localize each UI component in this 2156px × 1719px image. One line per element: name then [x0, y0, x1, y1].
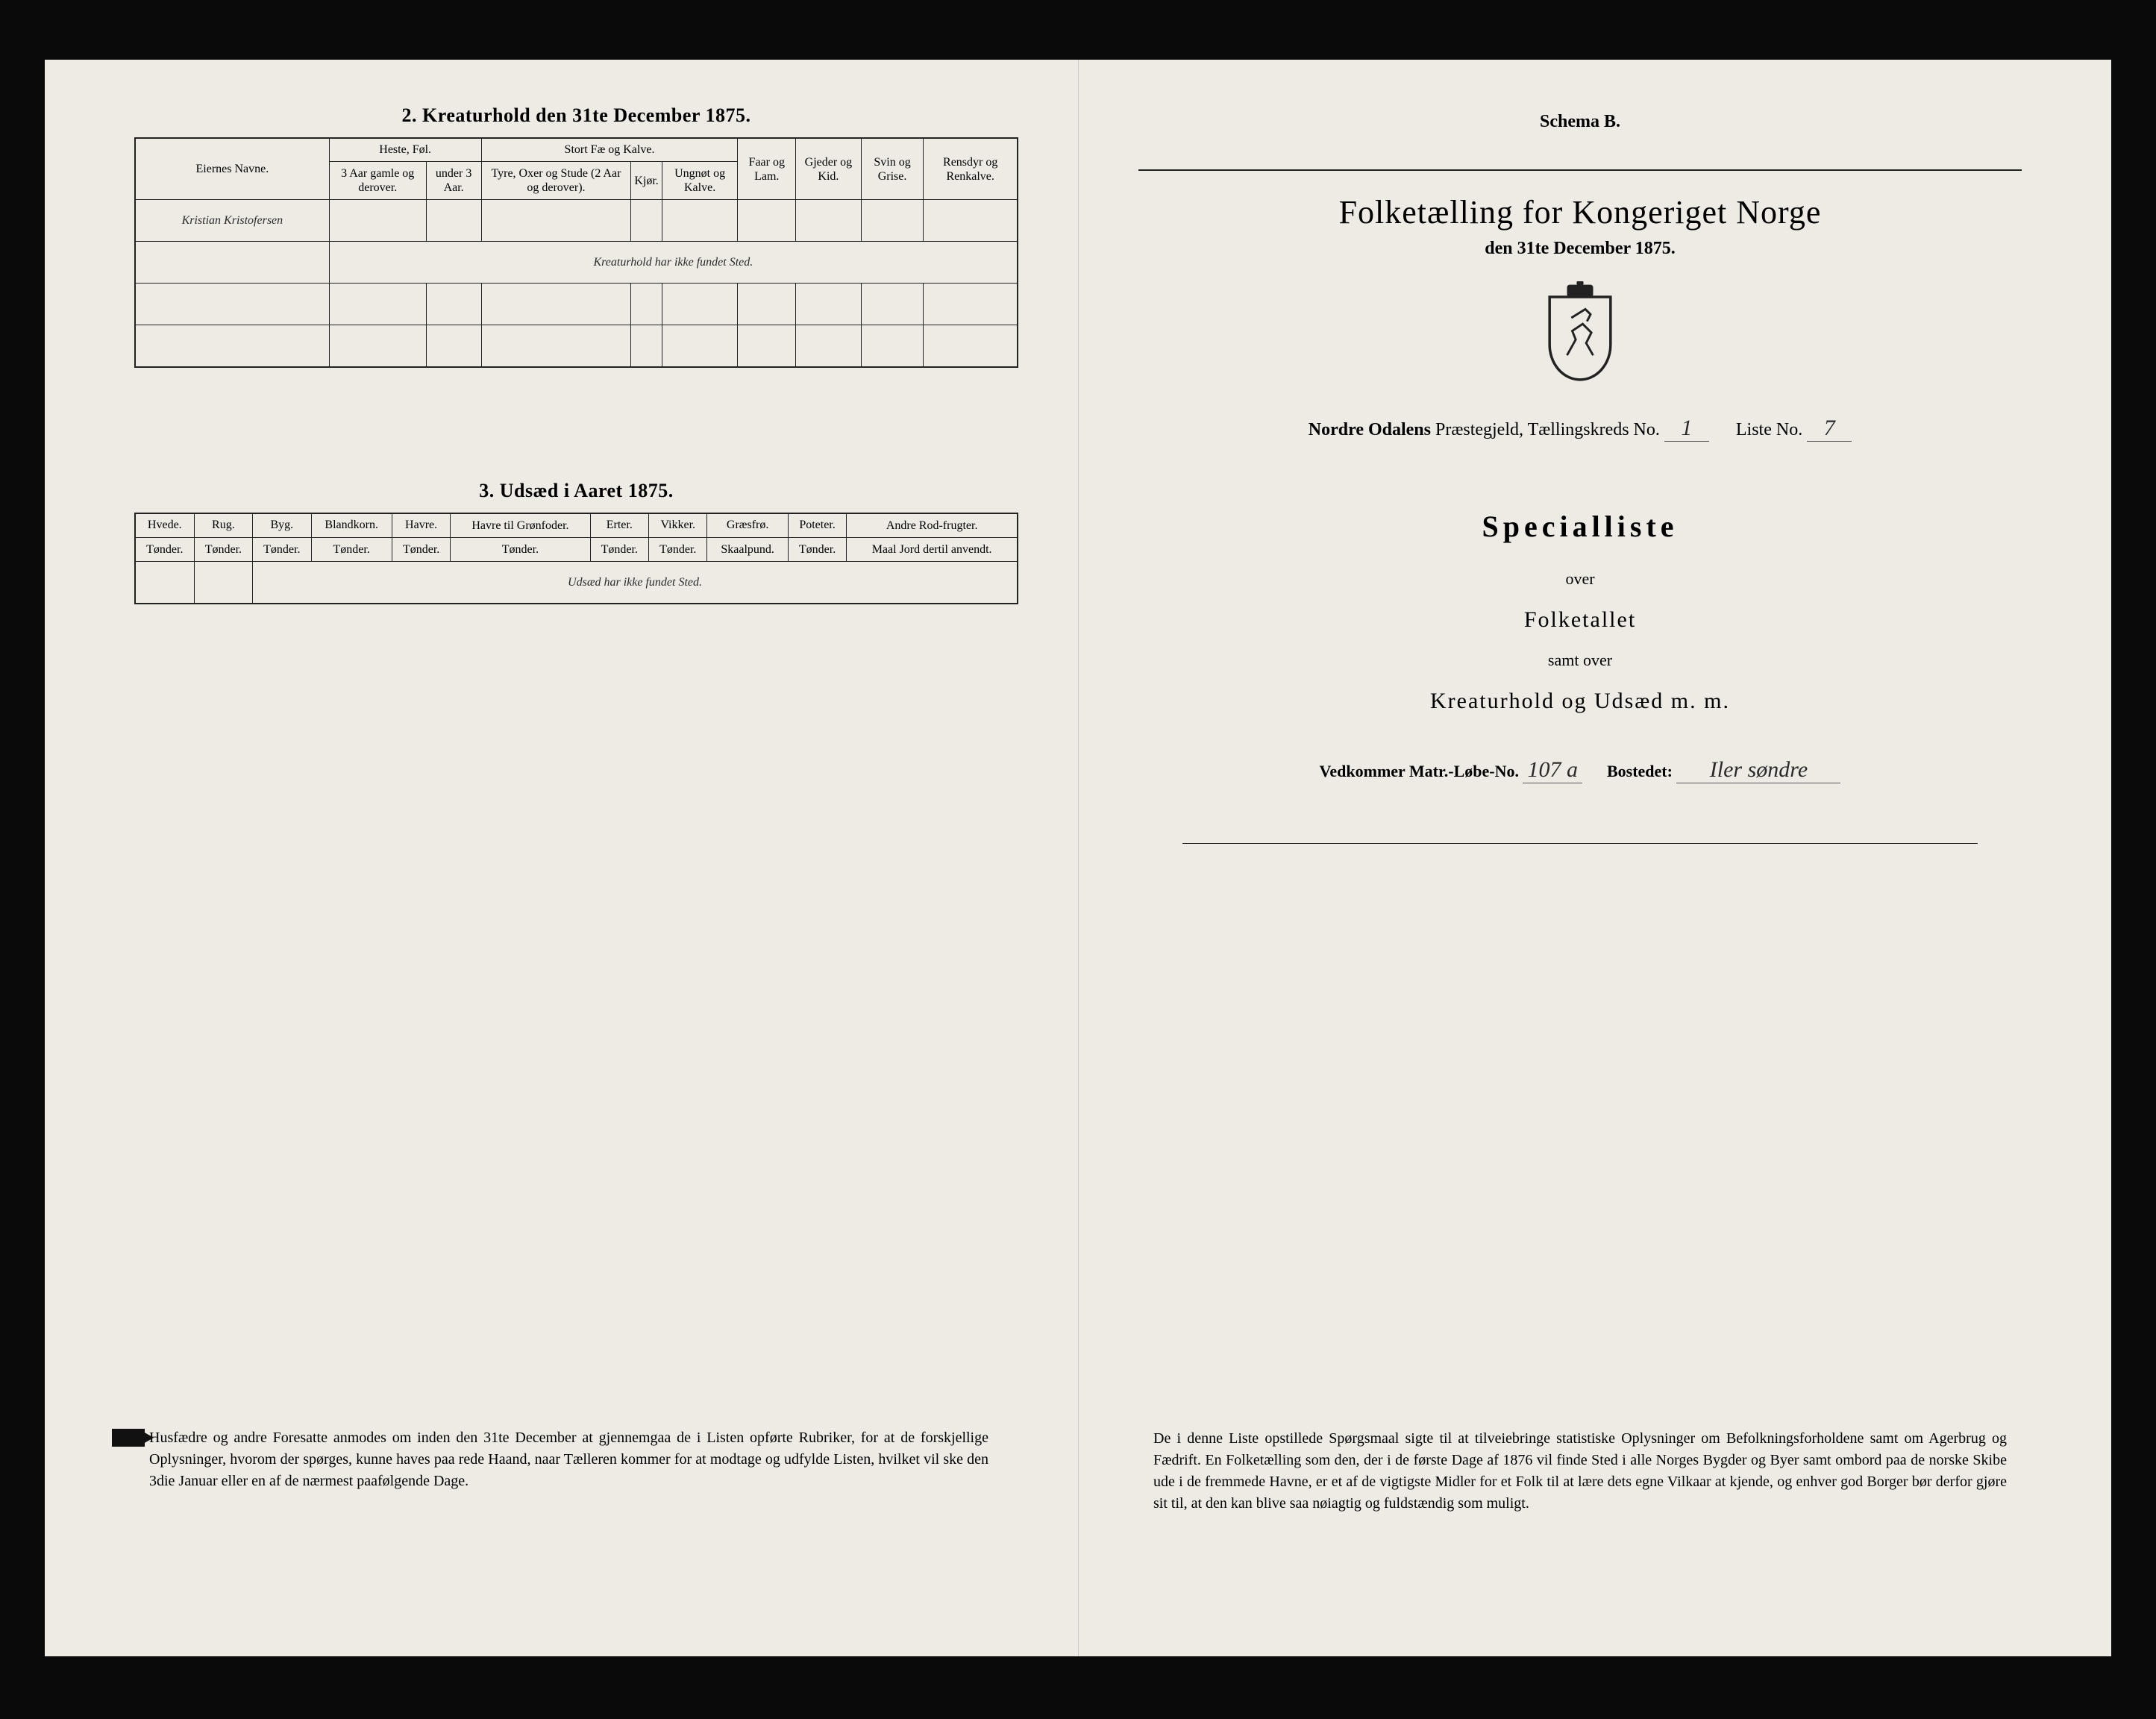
col: Rug. [194, 513, 252, 538]
coat-of-arms-icon [1535, 281, 1625, 386]
unit: Tønder. [194, 538, 252, 562]
matr-no: 107 a [1523, 757, 1582, 783]
footer-text: Husfædre og andre Foresatte anmodes om i… [149, 1430, 988, 1489]
col: Byg. [253, 513, 311, 538]
pointing-hand-icon [112, 1429, 145, 1447]
table-row [135, 284, 1018, 325]
table-row: Udsæd har ikke fundet Sted. [135, 562, 1018, 604]
table-units-row: Tønder. Tønder. Tønder. Tønder. Tønder. … [135, 538, 1018, 562]
table-row: Kristian Kristofersen [135, 200, 1018, 242]
col: Poteter. [788, 513, 846, 538]
footer-text: De i denne Liste opstillede Spørgsmaal s… [1153, 1430, 2007, 1512]
col: Vikker. [649, 513, 707, 538]
unit: Tønder. [451, 538, 590, 562]
col-stort-a: Tyre, Oxer og Stude (2 Aar og derover). [481, 162, 631, 200]
unit: Tønder. [392, 538, 450, 562]
subtitle-block: over Folketallet samt over Kreaturhold o… [1138, 562, 2022, 724]
col-eiernes: Eiernes Navne. [135, 138, 329, 200]
col-heste: Heste, Føl. [329, 138, 481, 162]
col-svin: Svin og Grise. [861, 138, 924, 200]
col: Erter. [590, 513, 648, 538]
main-title: Folketælling for Kongeriget Norge [1138, 193, 2022, 231]
table-udsaed: Hvede. Rug. Byg. Blandkorn. Havre. Havre… [134, 513, 1018, 604]
col: Havre til Grønfoder. [451, 513, 590, 538]
parish-prefix: Nordre Odalens [1309, 420, 1431, 439]
kreatur-note: Kreaturhold har ikke fundet Sted. [329, 242, 1018, 284]
folketallet-label: Folketallet [1138, 596, 2022, 643]
liste-label: Liste No. [1736, 420, 1802, 439]
table-header-row: Hvede. Rug. Byg. Blandkorn. Havre. Havre… [135, 513, 1018, 538]
right-footer-note: De i denne Liste opstillede Spørgsmaal s… [1153, 1428, 2007, 1515]
parish-label: Præstegjeld, Tællingskreds No. [1435, 420, 1660, 439]
col: Græsfrø. [707, 513, 788, 538]
kreatur-label: Kreaturhold og Udsæd m. m. [1138, 677, 2022, 724]
col: Havre. [392, 513, 450, 538]
bostedet-value: Iler søndre [1676, 757, 1840, 783]
kreds-no: 1 [1664, 416, 1709, 442]
table-row: Kreaturhold har ikke fundet Sted. [135, 242, 1018, 284]
unit: Maal Jord dertil anvendt. [847, 538, 1018, 562]
unit: Tønder. [649, 538, 707, 562]
unit: Tønder. [311, 538, 392, 562]
scan-frame: 2. Kreaturhold den 31te December 1875. E… [45, 60, 2111, 1656]
unit: Tønder. [135, 538, 194, 562]
samt-label: samt over [1138, 643, 2022, 677]
col-stort-c: Ungnøt og Kalve. [662, 162, 738, 200]
col: Blandkorn. [311, 513, 392, 538]
section2-title: 2. Kreaturhold den 31te December 1875. [134, 104, 1018, 127]
parish-line: Nordre Odalens Præstegjeld, Tællingskred… [1138, 416, 2022, 442]
specialliste-title: Specialliste [1138, 509, 2022, 544]
col: Hvede. [135, 513, 194, 538]
unit: Tønder. [788, 538, 846, 562]
col-heste-b: under 3 Aar. [426, 162, 481, 200]
vedkommer-label: Vedkommer Matr.-Løbe-No. [1320, 762, 1519, 780]
section3-title: 3. Udsæd i Aaret 1875. [134, 480, 1018, 502]
col-heste-a: 3 Aar gamle og derover. [329, 162, 426, 200]
left-footer-note: Husfædre og andre Foresatte anmodes om i… [149, 1427, 988, 1492]
col-stort-b: Kjør. [631, 162, 662, 200]
unit: Skaalpund. [707, 538, 788, 562]
unit: Tønder. [590, 538, 648, 562]
page-left: 2. Kreaturhold den 31te December 1875. E… [45, 60, 1078, 1656]
table-kreaturhold: Eiernes Navne. Heste, Føl. Stort Fæ og K… [134, 137, 1018, 368]
owner-name: Kristian Kristofersen [135, 200, 329, 242]
schema-label: Schema B. [1138, 112, 2022, 132]
table-row [135, 325, 1018, 367]
col: Andre Rod-frugter. [847, 513, 1018, 538]
unit: Tønder. [253, 538, 311, 562]
page-right: Schema B. Folketælling for Kongeriget No… [1078, 60, 2111, 1656]
liste-no: 7 [1807, 416, 1852, 442]
sub-date: den 31te December 1875. [1138, 239, 2022, 259]
col-gjeder: Gjeder og Kid. [796, 138, 862, 200]
bostedet-label: Bostedet: [1607, 762, 1673, 780]
over-label: over [1138, 562, 2022, 596]
vedkommer-line: Vedkommer Matr.-Løbe-No. 107 a Bostedet:… [1138, 757, 2022, 783]
col-faar: Faar og Lam. [738, 138, 796, 200]
col-stort: Stort Fæ og Kalve. [481, 138, 738, 162]
udsaed-note: Udsæd har ikke fundet Sted. [253, 562, 1018, 604]
col-rensdyr: Rensdyr og Renkalve. [924, 138, 1018, 200]
